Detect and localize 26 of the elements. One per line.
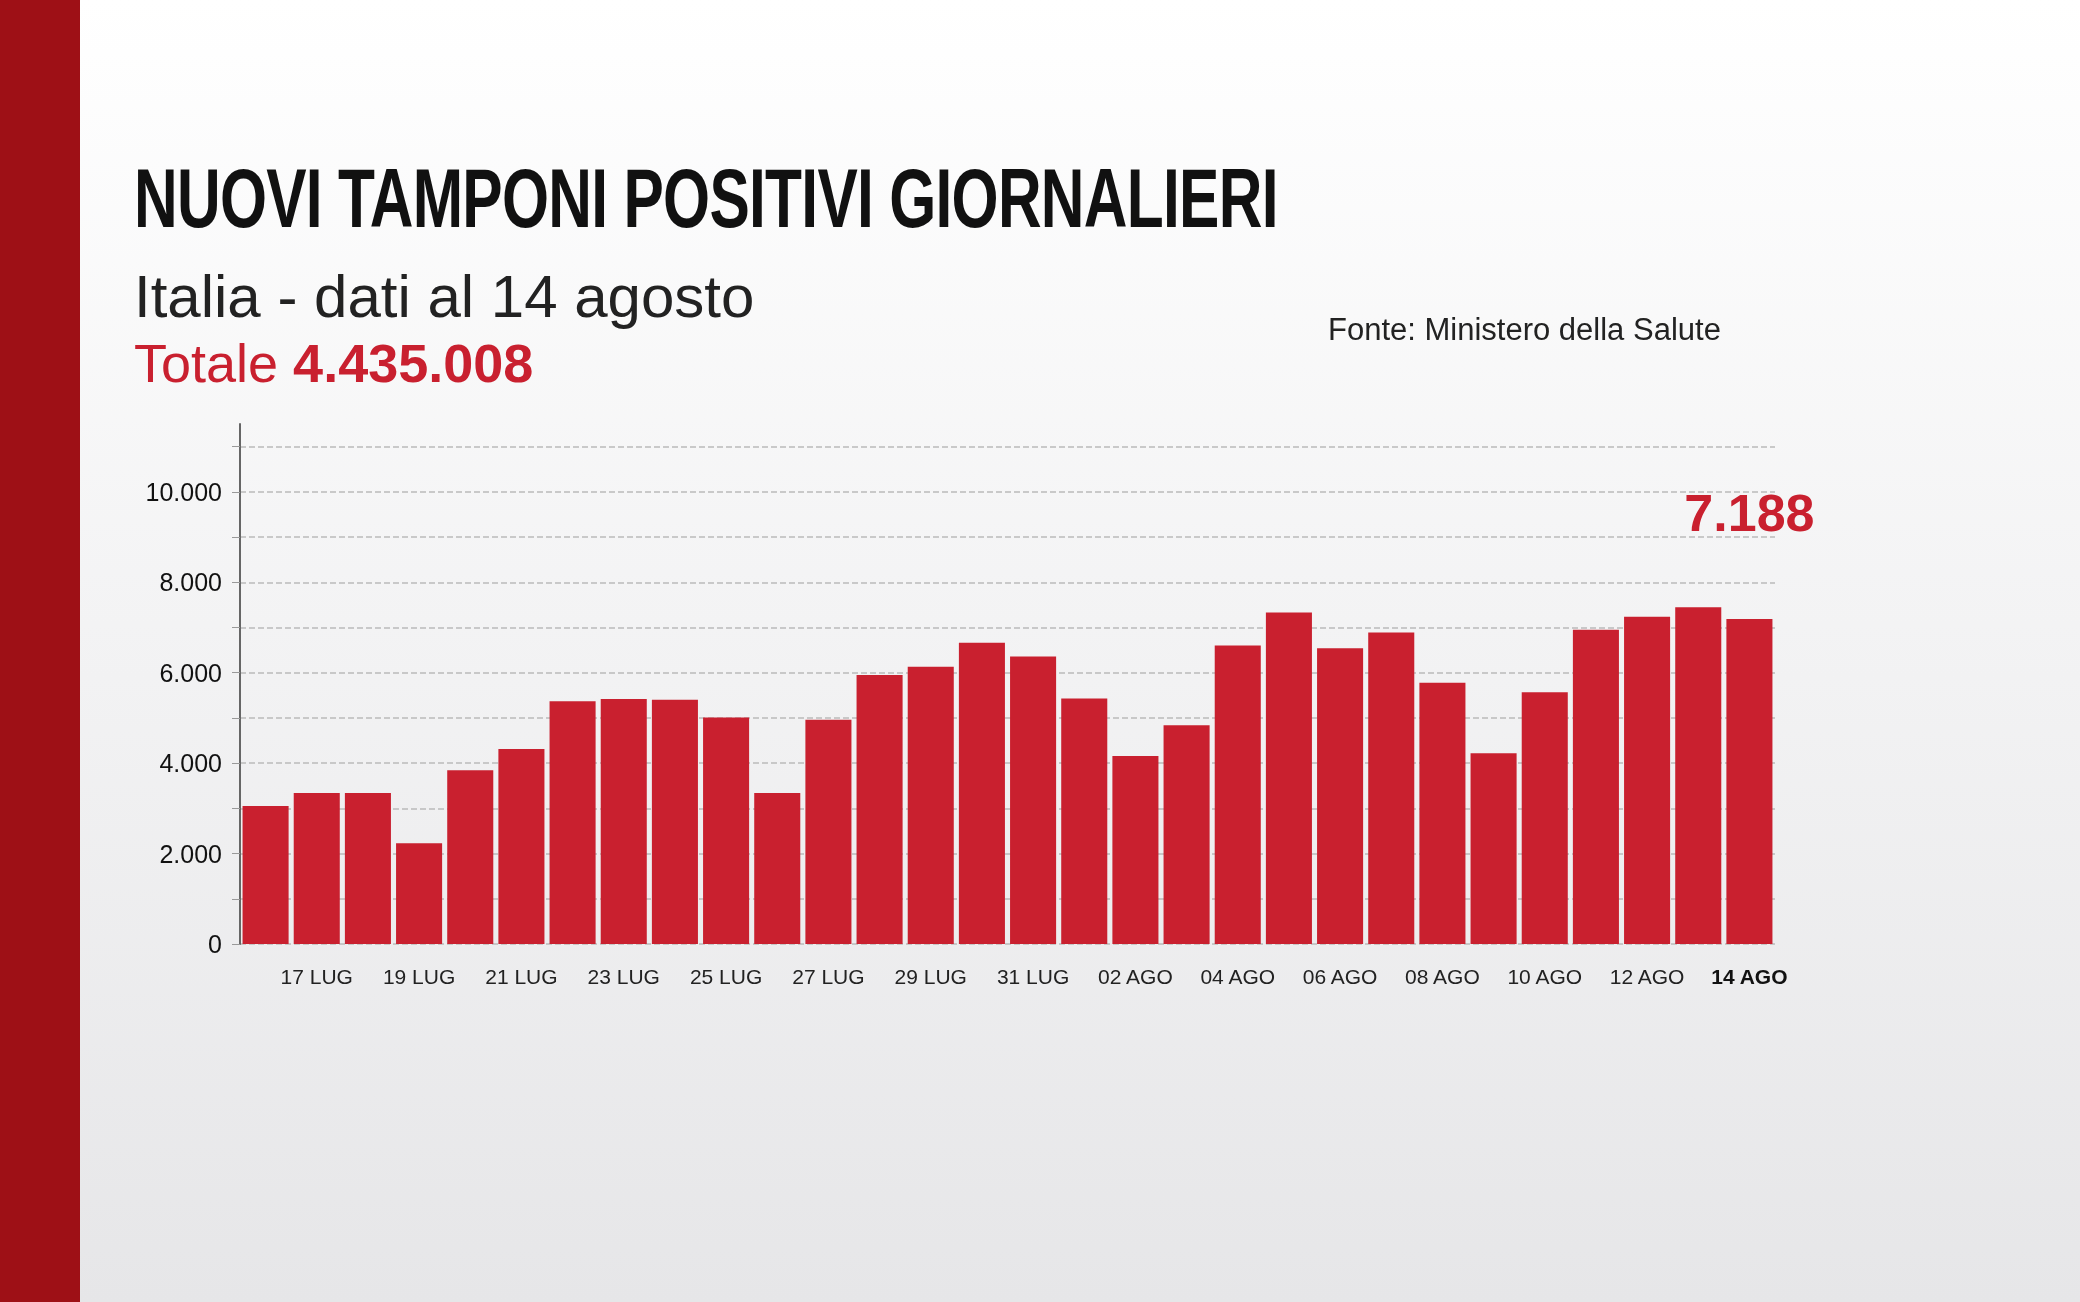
x-tick-label: 14 AGO (1711, 965, 1788, 988)
source-note: Fonte: Ministero della Salute (1328, 312, 1721, 348)
x-tick-label: 10 AGO (1507, 965, 1583, 988)
y-tick-label: 8.000 (159, 568, 222, 597)
x-tick-label: 27 LUG (792, 965, 865, 988)
y-tick-label: 4.000 (159, 749, 222, 778)
x-tick-label: 17 LUG (280, 965, 353, 988)
x-tick-label: 12 AGO (1609, 965, 1685, 988)
x-tick-label: 31 LUG (996, 965, 1070, 988)
x-tick-label: 23 LUG (587, 965, 660, 988)
x-tick-label: 02 AGO (1098, 965, 1173, 988)
y-tick-label: 6.000 (159, 658, 222, 687)
y-tick-label: 2.000 (159, 839, 222, 868)
chart-title: NUOVI TAMPONI POSITIVI GIORNALIERI (134, 150, 1278, 247)
y-tick-label: 0 (208, 930, 222, 958)
chart-subtitle: Italia - dati al 14 agosto (134, 262, 755, 331)
x-tick-label: 21 LUG (485, 965, 558, 988)
x-tick-label: 04 AGO (1200, 965, 1276, 988)
text: Totale 4.435.008 (134, 332, 534, 394)
x-tick-label: 19 LUG (382, 965, 456, 988)
x-tick-label: 08 AGO (1405, 965, 1480, 988)
x-tick-label: 25 LUG (689, 965, 763, 988)
x-tick-label: 29 LUG (894, 965, 967, 988)
x-tick-label: 06 AGO (1302, 965, 1378, 988)
data-label: 7.188 (1684, 483, 1815, 542)
y-tick-label: 10.000 (145, 477, 222, 506)
